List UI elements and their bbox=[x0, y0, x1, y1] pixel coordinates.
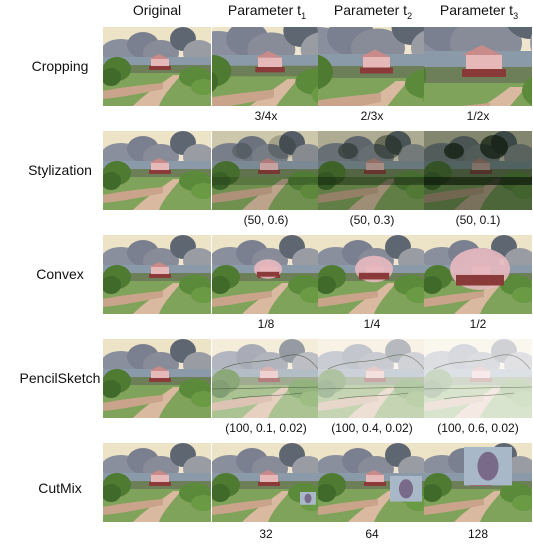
param-cropping-t2: 2/3x bbox=[360, 109, 384, 123]
param-pencilsketch-t2: (100, 0.4, 0.02) bbox=[331, 421, 413, 435]
param-stylization-t2: (50, 0.3) bbox=[349, 213, 395, 227]
header-param-t3: Parameter t3 bbox=[439, 2, 519, 21]
thumbnail-convex-t1 bbox=[212, 235, 320, 314]
row-label-cropping: Cropping bbox=[31, 58, 89, 74]
thumbnail-original bbox=[103, 443, 211, 522]
row-label-cutmix: CutMix bbox=[38, 480, 82, 496]
param-convex-t3: 1/2 bbox=[469, 317, 487, 331]
thumbnail-stylization-t1 bbox=[212, 131, 320, 210]
param-pencilsketch-t1: (100, 0.1, 0.02) bbox=[225, 421, 307, 435]
thumbnail-pencilsketch-t3 bbox=[424, 339, 532, 418]
param-cutmix-t3: 128 bbox=[467, 527, 489, 541]
header-param-t1: Parameter t1 bbox=[227, 2, 307, 21]
thumbnail-pencilsketch-t2 bbox=[318, 339, 426, 418]
param-convex-t1: 1/8 bbox=[257, 317, 275, 331]
param-cutmix-t2: 64 bbox=[365, 527, 379, 541]
thumbnail-original bbox=[103, 339, 211, 418]
row-label-stylization: Stylization bbox=[28, 162, 92, 178]
thumbnail-original bbox=[103, 27, 211, 106]
header-original: Original bbox=[132, 2, 182, 18]
thumbnail-cutmix-t3 bbox=[424, 443, 532, 522]
thumbnail-convex-t3 bbox=[424, 235, 532, 314]
param-cropping-t3: 1/2x bbox=[466, 109, 490, 123]
thumbnail-stylization-t2 bbox=[318, 131, 426, 210]
header-param-t2: Parameter t2 bbox=[333, 2, 413, 21]
row-label-convex: Convex bbox=[36, 266, 84, 282]
thumbnail-original bbox=[103, 235, 211, 314]
param-convex-t2: 1/4 bbox=[363, 317, 381, 331]
thumbnail-cutmix-t2 bbox=[318, 443, 426, 522]
param-cutmix-t1: 32 bbox=[259, 527, 273, 541]
thumbnail-stylization-t3 bbox=[424, 131, 532, 210]
param-stylization-t3: (50, 0.1) bbox=[455, 213, 501, 227]
thumbnail-convex-t2 bbox=[318, 235, 426, 314]
thumbnail-cropping-t2 bbox=[318, 27, 426, 106]
thumbnail-cutmix-t1 bbox=[212, 443, 320, 522]
thumbnail-cropping-t1 bbox=[212, 27, 320, 106]
thumbnail-pencilsketch-t1 bbox=[212, 339, 320, 418]
row-label-pencilsketch: PencilSketch bbox=[19, 370, 101, 386]
param-cropping-t1: 3/4x bbox=[254, 109, 278, 123]
param-stylization-t1: (50, 0.6) bbox=[243, 213, 289, 227]
thumbnail-original bbox=[103, 131, 211, 210]
thumbnail-cropping-t3 bbox=[424, 27, 532, 106]
param-pencilsketch-t3: (100, 0.6, 0.02) bbox=[437, 421, 519, 435]
